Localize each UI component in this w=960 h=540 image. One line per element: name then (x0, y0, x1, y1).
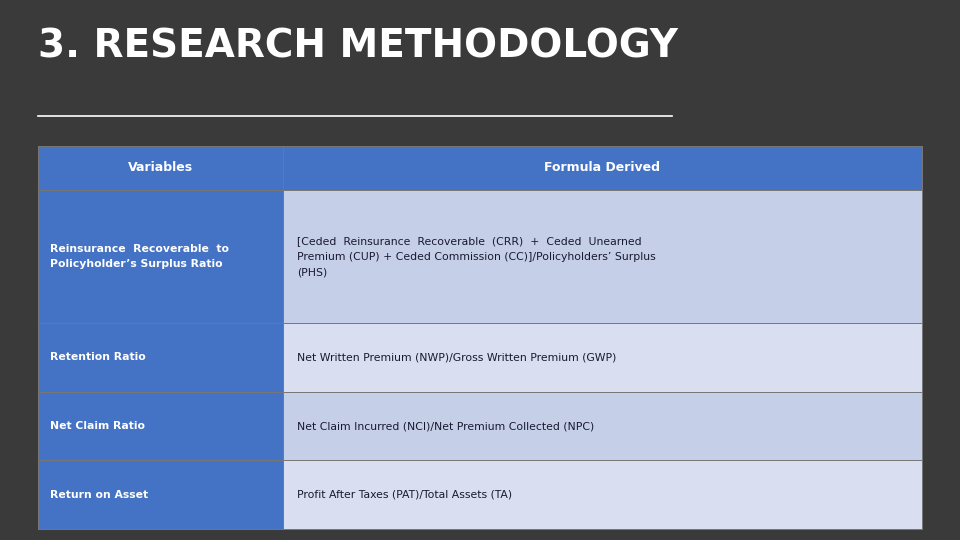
Text: Retention Ratio: Retention Ratio (50, 353, 146, 362)
Text: Variables: Variables (129, 161, 193, 174)
Text: 3. RESEARCH METHODOLOGY: 3. RESEARCH METHODOLOGY (38, 27, 679, 65)
FancyBboxPatch shape (38, 190, 283, 323)
FancyBboxPatch shape (38, 146, 283, 190)
Text: Formula Derived: Formula Derived (544, 161, 660, 174)
FancyBboxPatch shape (38, 323, 283, 392)
FancyBboxPatch shape (38, 392, 283, 461)
FancyBboxPatch shape (38, 461, 283, 529)
Text: Net Claim Ratio: Net Claim Ratio (50, 421, 145, 431)
Text: Net Claim Incurred (NCI)/Net Premium Collected (NPC): Net Claim Incurred (NCI)/Net Premium Col… (297, 421, 594, 431)
FancyBboxPatch shape (283, 146, 922, 190)
Text: Profit After Taxes (PAT)/Total Assets (TA): Profit After Taxes (PAT)/Total Assets (T… (297, 490, 512, 500)
FancyBboxPatch shape (283, 461, 922, 529)
Text: [Ceded  Reinsurance  Recoverable  (CRR)  +  Ceded  Unearned
Premium (CUP) + Cede: [Ceded Reinsurance Recoverable (CRR) + C… (297, 236, 656, 277)
FancyBboxPatch shape (283, 392, 922, 461)
FancyBboxPatch shape (283, 190, 922, 323)
FancyBboxPatch shape (283, 323, 922, 392)
Text: Return on Asset: Return on Asset (50, 490, 148, 500)
Text: Net Written Premium (NWP)/Gross Written Premium (GWP): Net Written Premium (NWP)/Gross Written … (297, 353, 616, 362)
Text: Reinsurance  Recoverable  to
Policyholder’s Surplus Ratio: Reinsurance Recoverable to Policyholder’… (50, 244, 228, 269)
